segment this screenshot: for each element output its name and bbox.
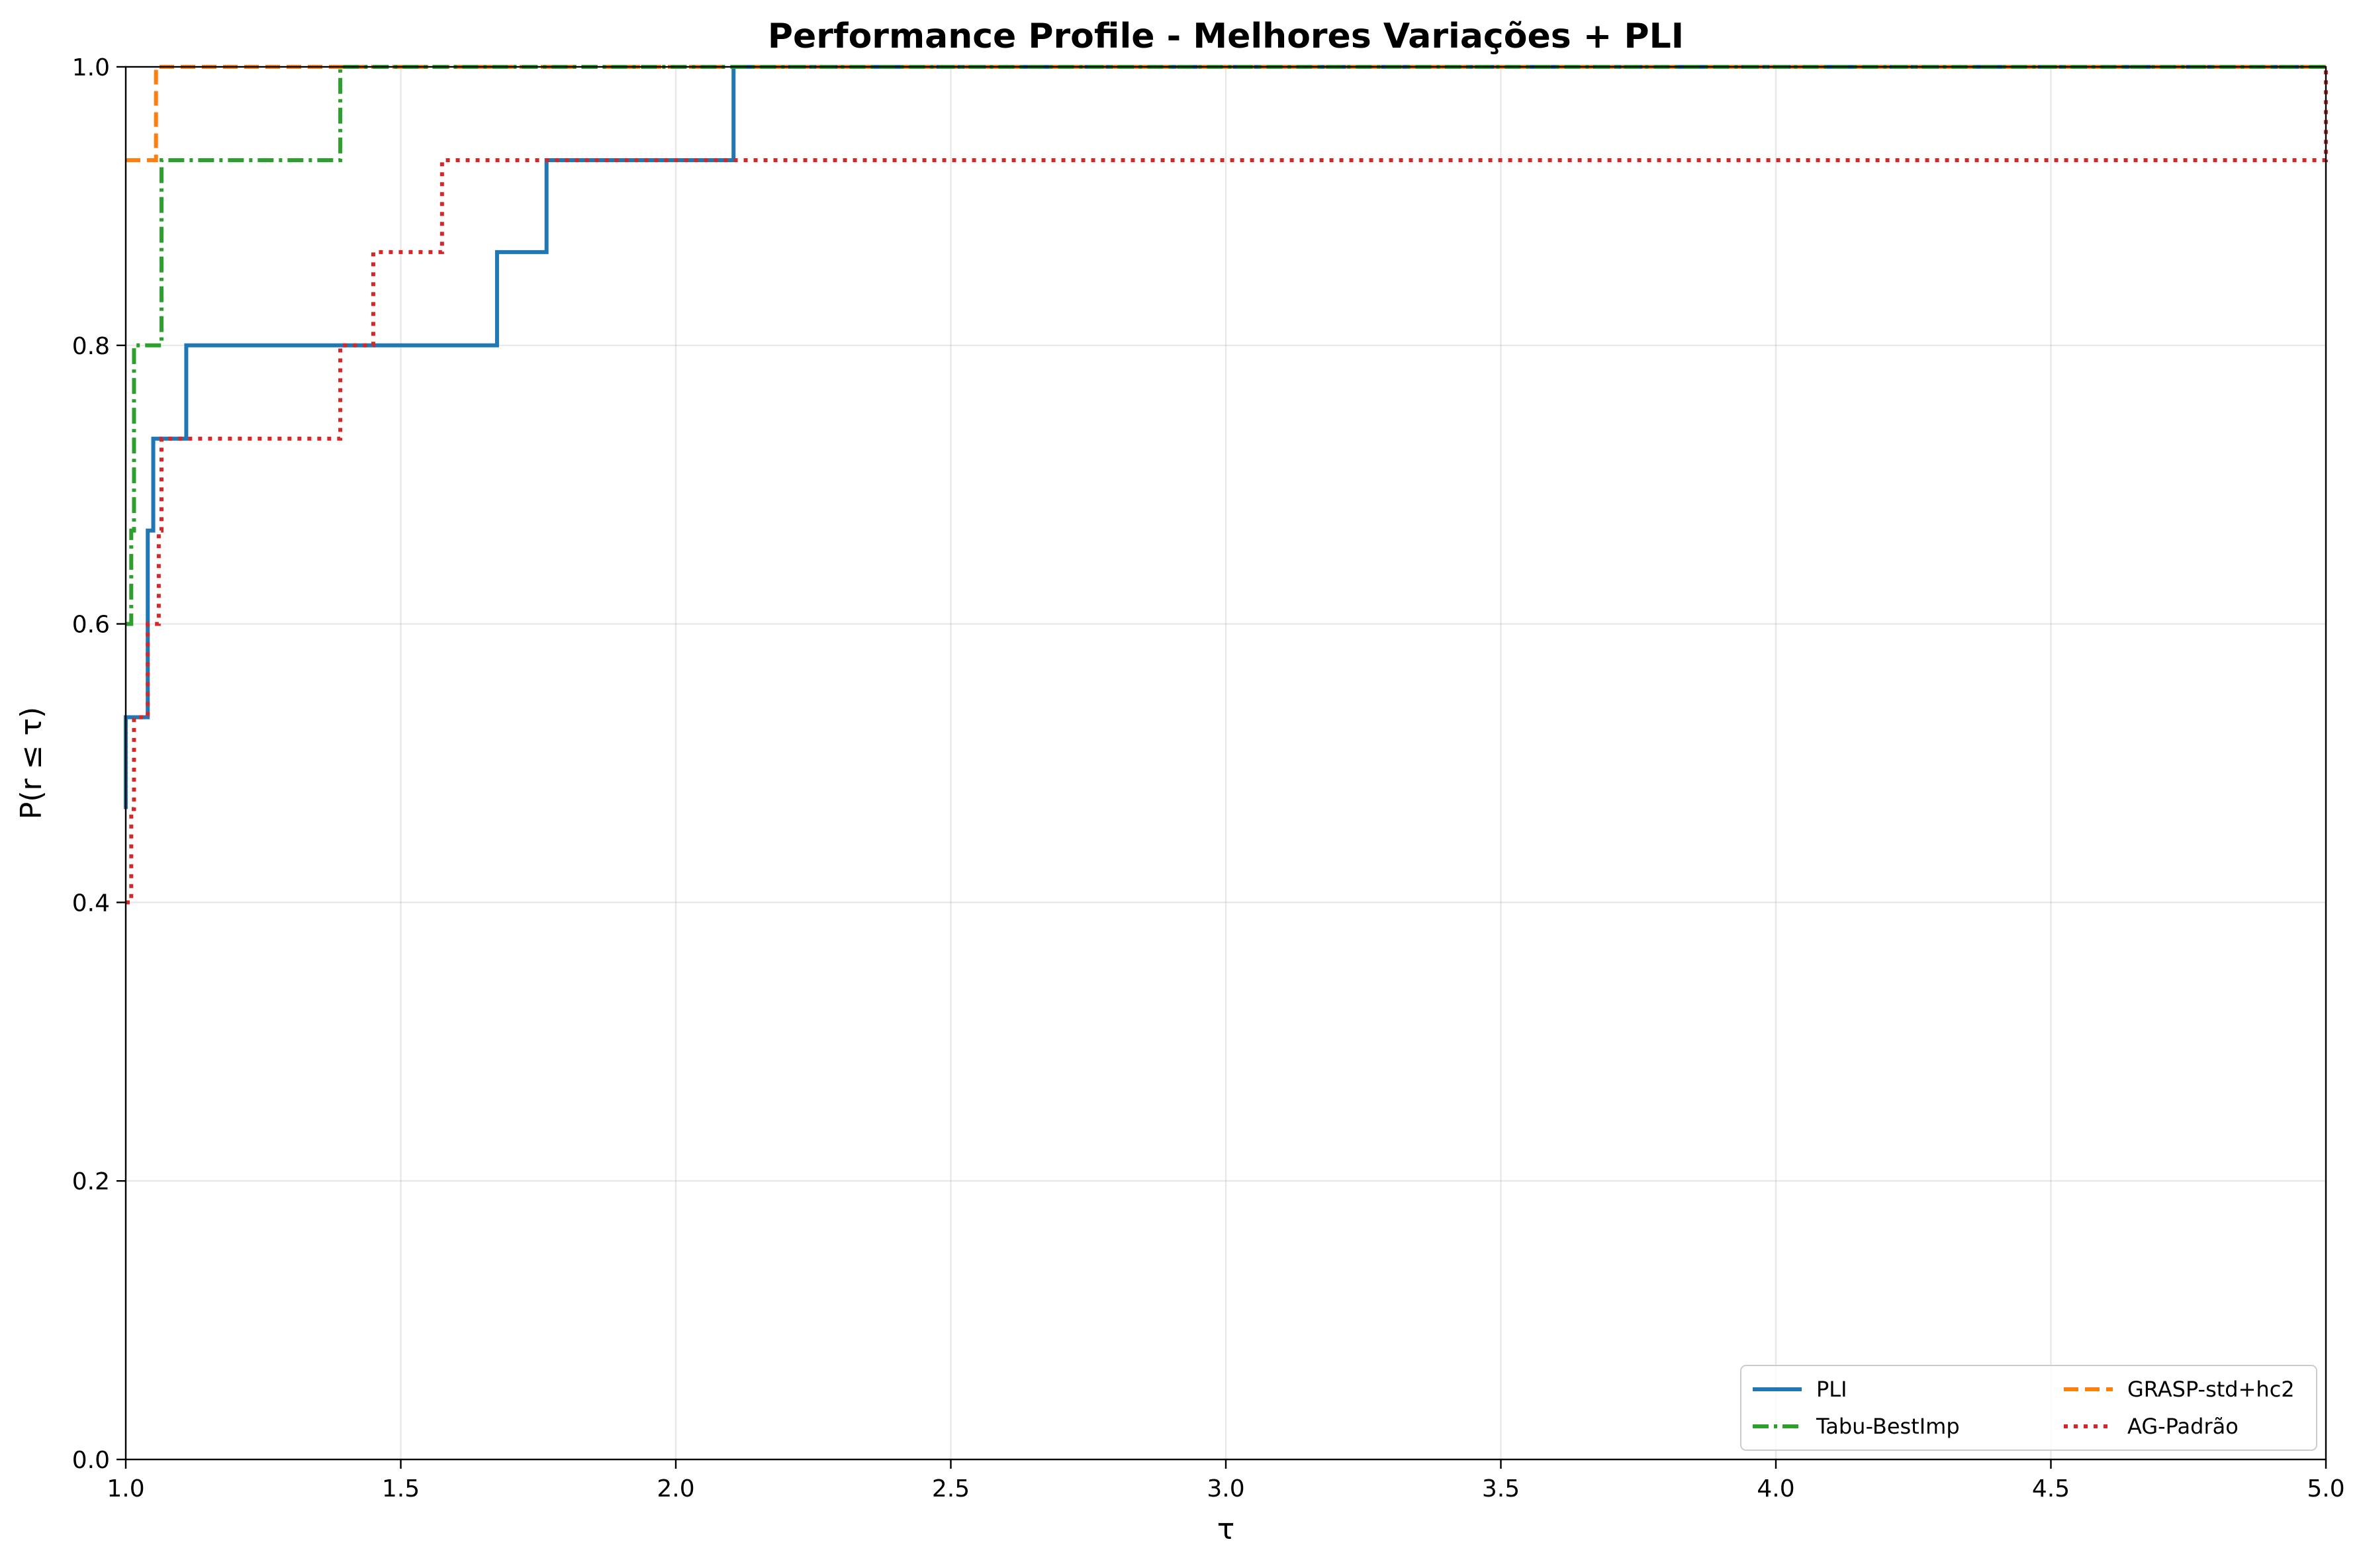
legend-label: Tabu-BestImp	[1816, 1414, 1960, 1439]
legend-label: AG-Padrão	[2127, 1414, 2239, 1439]
x-axis-label: τ	[1217, 1512, 1235, 1546]
x-tick-label: 4.0	[1757, 1475, 1794, 1502]
legend-box	[1740, 1365, 2317, 1451]
y-tick-label: 0.6	[72, 612, 110, 639]
y-axis-label: P(r ≤ τ)	[15, 707, 48, 819]
x-tick-label: 4.5	[2032, 1475, 2070, 1502]
legend: PLI Tabu-BestImp GRASP-std+hc2 AG-Padrão	[1740, 1365, 2317, 1451]
series-line-ag-padr-o	[126, 67, 2328, 905]
x-tick-label: 2.5	[932, 1475, 970, 1502]
y-tick-label: 0.8	[72, 333, 110, 360]
x-tick-label: 2.0	[657, 1475, 694, 1502]
legend-label: GRASP-std+hc2	[2127, 1377, 2295, 1402]
x-tick-label: 1.5	[382, 1475, 420, 1502]
y-tick-label: 0.2	[72, 1168, 110, 1195]
x-tick-label: 3.5	[1482, 1475, 1520, 1502]
y-tick-label: 1.0	[72, 54, 110, 81]
legend-label: PLI	[1816, 1377, 1847, 1402]
series-line-tabu-bestimp	[126, 65, 2326, 626]
y-tick-label: 0.4	[72, 890, 110, 917]
x-tick-label: 3.0	[1207, 1475, 1244, 1502]
y-tick-label: 0.0	[72, 1447, 110, 1474]
x-tick-label: 1.0	[107, 1475, 144, 1502]
grid-layer	[124, 66, 2327, 1461]
tick-layer: 1.0 1.5 2.0 2.5 3.0 3.5 4.0 4.5 5.0 0.0 0.2 0.4 0.6 0…	[72, 54, 2345, 1502]
chart-title: Performance Profile - Melhores Variações…	[768, 17, 1684, 56]
x-tick-label: 5.0	[2307, 1475, 2344, 1502]
